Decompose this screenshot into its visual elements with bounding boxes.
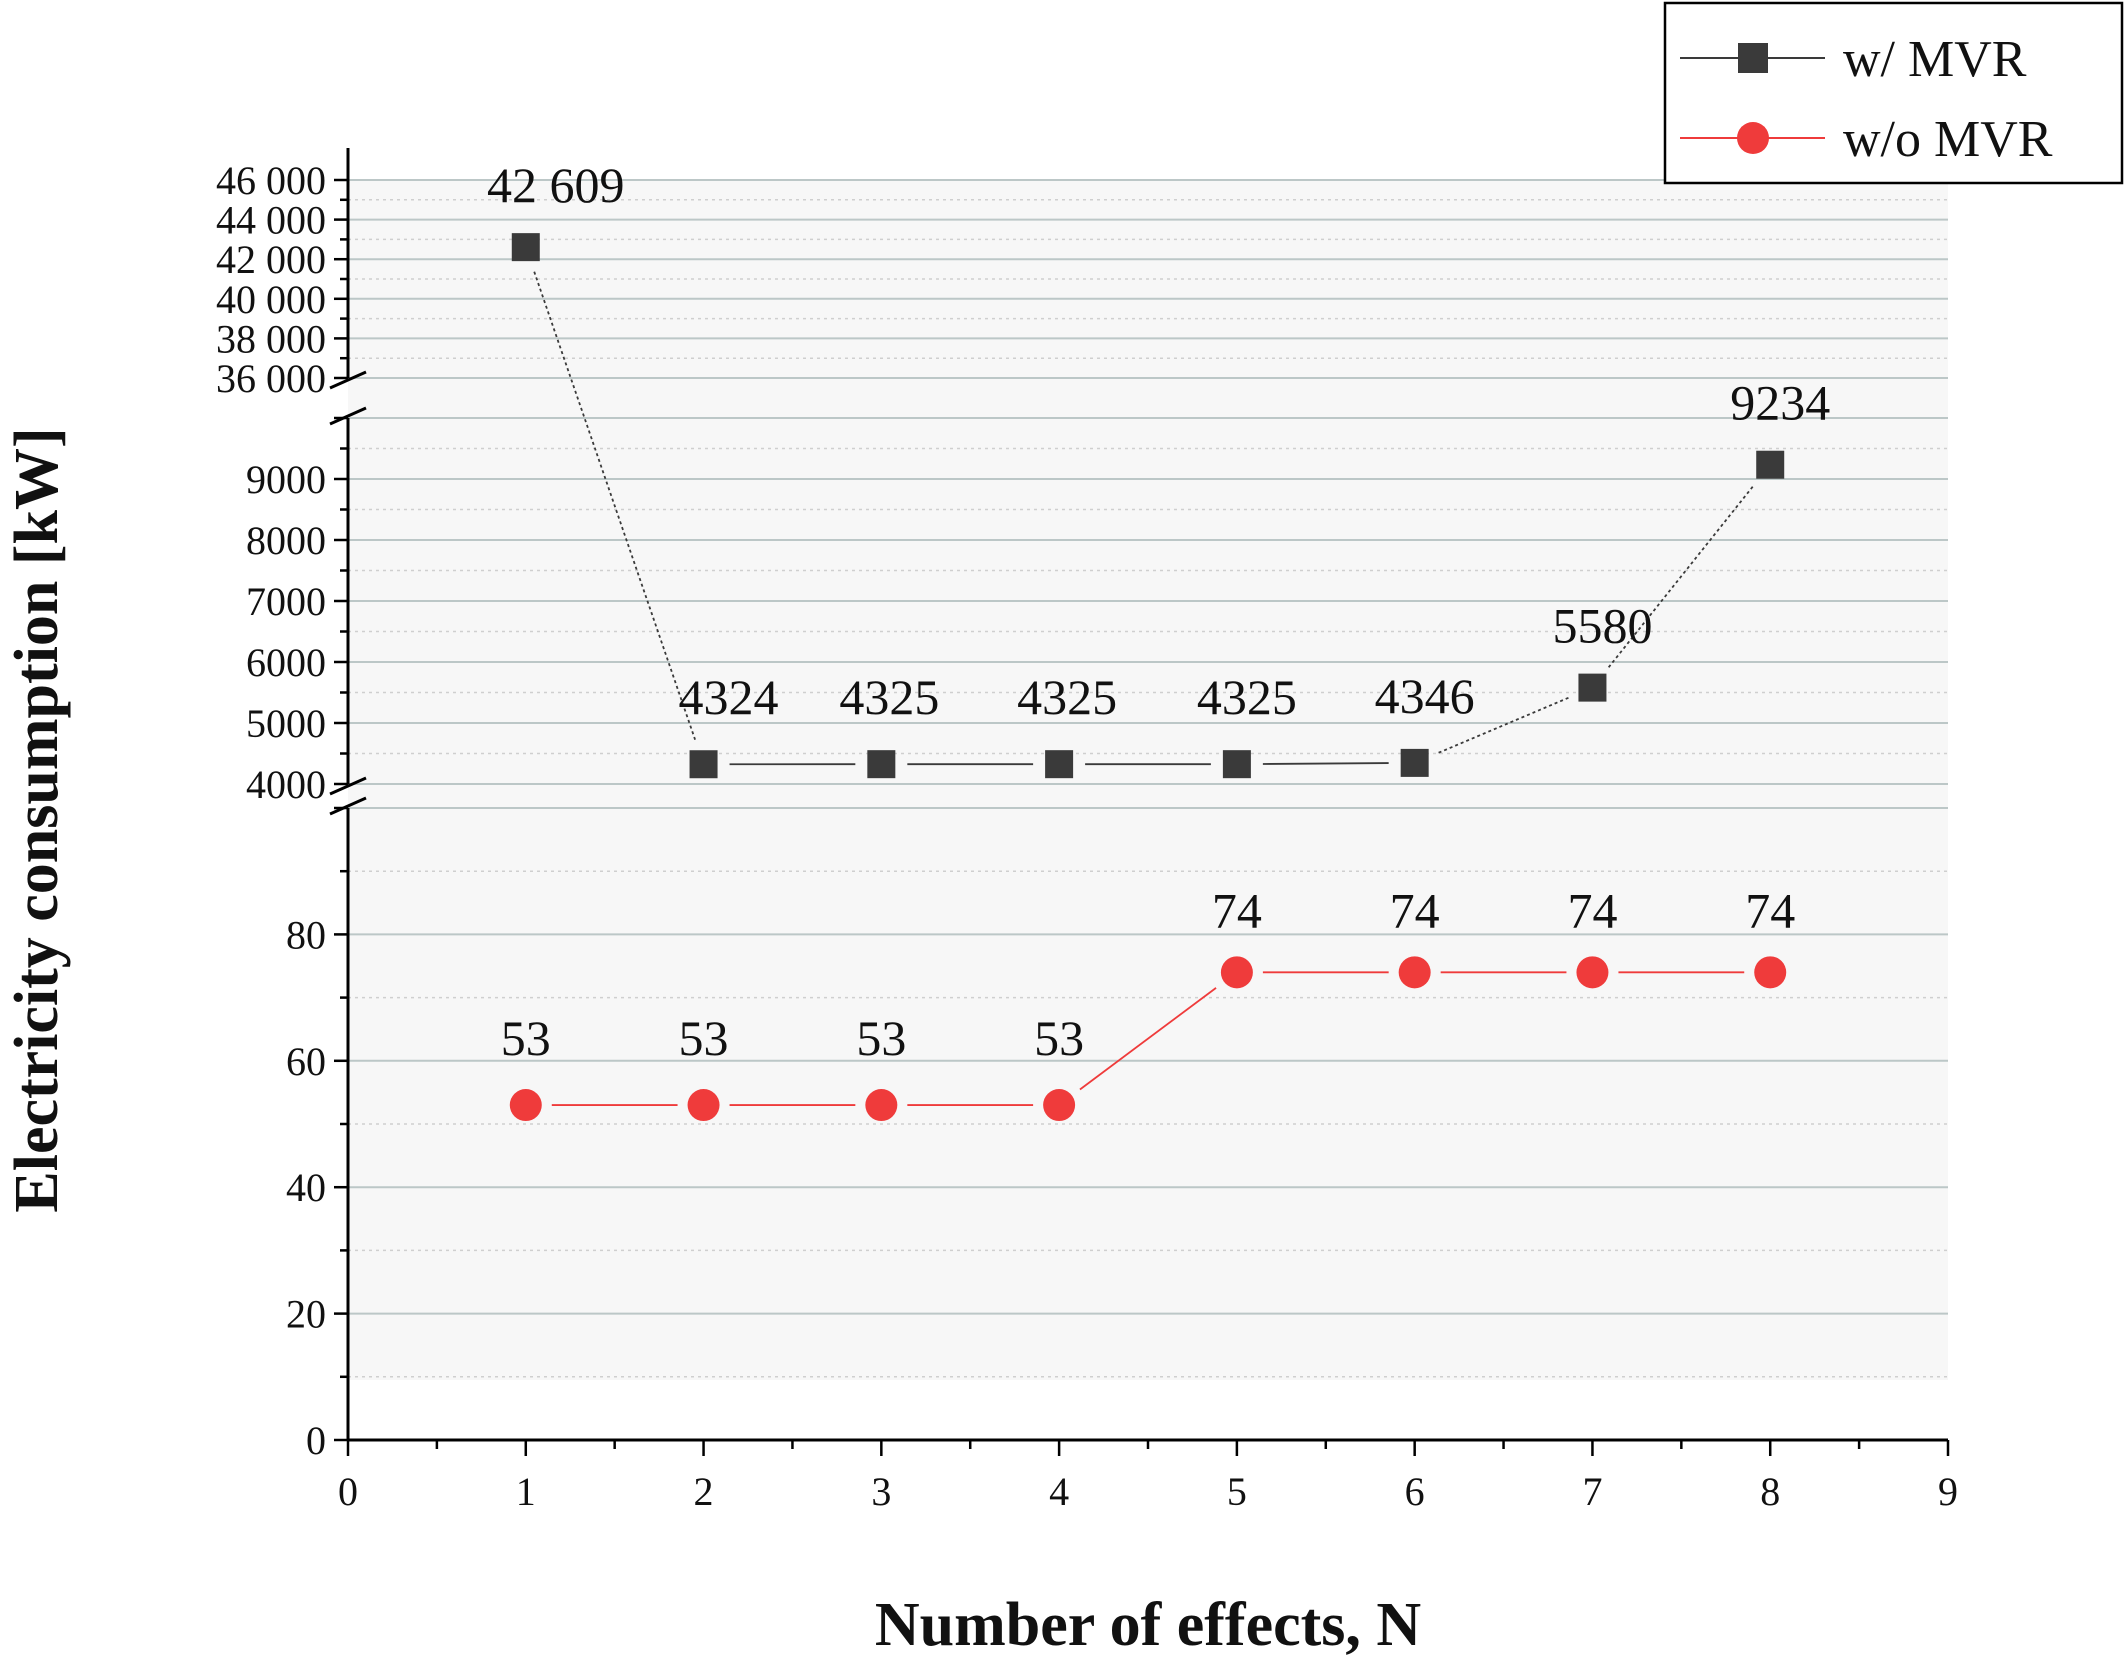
data-label: 74	[1390, 882, 1440, 938]
legend-marker-no-mvr	[1737, 122, 1769, 154]
y-tick-label: 80	[286, 912, 326, 957]
y-tick-label: 0	[306, 1418, 326, 1463]
data-point-square	[1401, 749, 1429, 777]
x-tick-label: 0	[338, 1469, 358, 1514]
legend: w/ MVR w/o MVR	[1665, 3, 2122, 183]
data-label: 74	[1567, 882, 1617, 938]
data-label: 53	[501, 1010, 551, 1066]
data-label: 74	[1212, 882, 1262, 938]
data-point-square	[1045, 750, 1073, 778]
x-tick-label: 5	[1227, 1469, 1247, 1514]
data-label: 42 609	[487, 157, 625, 213]
data-label: 53	[856, 1010, 906, 1066]
data-point-square	[1578, 674, 1606, 702]
data-point-circle	[1754, 956, 1786, 988]
data-label: 4325	[839, 669, 939, 725]
x-tick-label: 7	[1582, 1469, 1602, 1514]
data-point-circle	[1399, 956, 1431, 988]
y-tick-label: 8000	[246, 518, 326, 563]
data-point-square	[867, 750, 895, 778]
y-tick-label: 60	[286, 1039, 326, 1084]
x-tick-label: 9	[1938, 1469, 1958, 1514]
y-tick-label: 44 000	[216, 198, 326, 243]
series-line-segment	[1263, 763, 1389, 764]
legend-marker-mvr	[1738, 43, 1768, 73]
y-tick-label: 4000	[246, 762, 326, 807]
x-tick-label: 8	[1760, 1469, 1780, 1514]
y-tick-label: 38 000	[216, 316, 326, 361]
y-tick-label: 40 000	[216, 277, 326, 322]
data-point-circle	[688, 1089, 720, 1121]
data-label: 53	[679, 1010, 729, 1066]
x-tick-label: 2	[694, 1469, 714, 1514]
data-label: 53	[1034, 1010, 1084, 1066]
x-tick-label: 6	[1405, 1469, 1425, 1514]
data-label: 4325	[1017, 669, 1117, 725]
y-tick-label: 6000	[246, 640, 326, 685]
data-point-square	[1223, 750, 1251, 778]
data-point-circle	[1576, 956, 1608, 988]
legend-label-no-mvr: w/o MVR	[1843, 111, 2053, 168]
x-tick-label: 3	[871, 1469, 891, 1514]
x-axis-title: Number of effects, N	[875, 1591, 1421, 1659]
y-tick-label: 46 000	[216, 158, 326, 203]
y-tick-label: 36 000	[216, 356, 326, 401]
x-tick-label: 4	[1049, 1469, 1069, 1514]
data-point-circle	[1221, 956, 1253, 988]
data-label: 4325	[1197, 669, 1297, 725]
data-label: 5580	[1552, 598, 1652, 654]
data-point-circle	[865, 1089, 897, 1121]
legend-label-mvr: w/ MVR	[1843, 31, 2027, 88]
data-point-square	[512, 233, 540, 261]
data-point-square	[690, 750, 718, 778]
y-tick-label: 7000	[246, 579, 326, 624]
data-label: 4324	[679, 669, 779, 725]
data-point-circle	[510, 1089, 542, 1121]
data-label: 4346	[1375, 668, 1475, 724]
data-point-square	[1756, 451, 1784, 479]
y-tick-label: 40	[286, 1165, 326, 1210]
data-label: 9234	[1730, 375, 1830, 431]
y-axis-title: Electricity consumption [kW]	[3, 427, 71, 1212]
data-label: 74	[1745, 882, 1795, 938]
x-tick-label: 1	[516, 1469, 536, 1514]
y-tick-label: 9000	[246, 457, 326, 502]
y-tick-label: 42 000	[216, 237, 326, 282]
y-tick-label: 5000	[246, 701, 326, 746]
plot-background	[348, 180, 1948, 1380]
data-point-circle	[1043, 1089, 1075, 1121]
y-tick-label: 20	[286, 1292, 326, 1337]
